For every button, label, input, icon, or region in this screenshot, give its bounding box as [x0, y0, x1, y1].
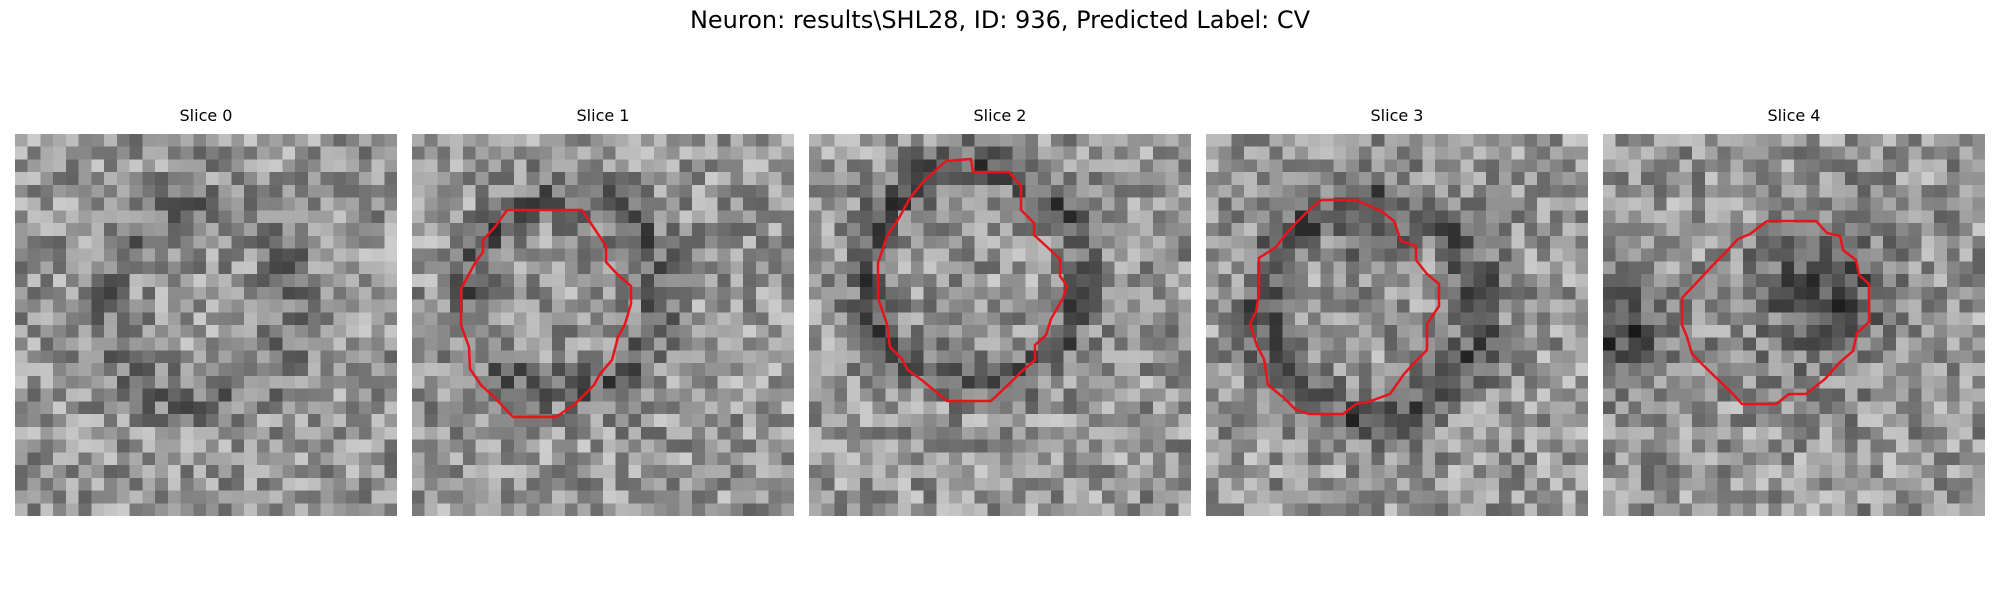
- slice-panel-1: Slice 1: [412, 104, 794, 516]
- segmentation-outline-3: [1248, 198, 1441, 416]
- segmentation-outline-1: [459, 208, 633, 419]
- slice-title-1: Slice 1: [576, 106, 630, 125]
- slice-image-2: [809, 134, 1191, 516]
- slice-panel-3: Slice 3: [1206, 104, 1588, 516]
- slice-title-0: Slice 0: [179, 106, 233, 125]
- slice-image-0: [15, 134, 397, 516]
- slice-image-1: [412, 134, 794, 516]
- slice-title-3: Slice 3: [1370, 106, 1424, 125]
- slice-title-4: Slice 4: [1767, 106, 1821, 125]
- slice-image-3: [1206, 134, 1588, 516]
- figure-title: Neuron: results\SHL28, ID: 936, Predicte…: [689, 6, 1311, 34]
- slice-title-2: Slice 2: [973, 106, 1027, 125]
- slice-panel-4: Slice 4: [1603, 104, 1985, 516]
- slice-panel-2: Slice 2: [809, 104, 1191, 516]
- segmentation-outline-4: [1680, 219, 1871, 406]
- slice-panel-0: Slice 0: [15, 104, 397, 516]
- slice-image-4: [1603, 134, 1985, 516]
- segmentation-outline-2: [876, 157, 1069, 403]
